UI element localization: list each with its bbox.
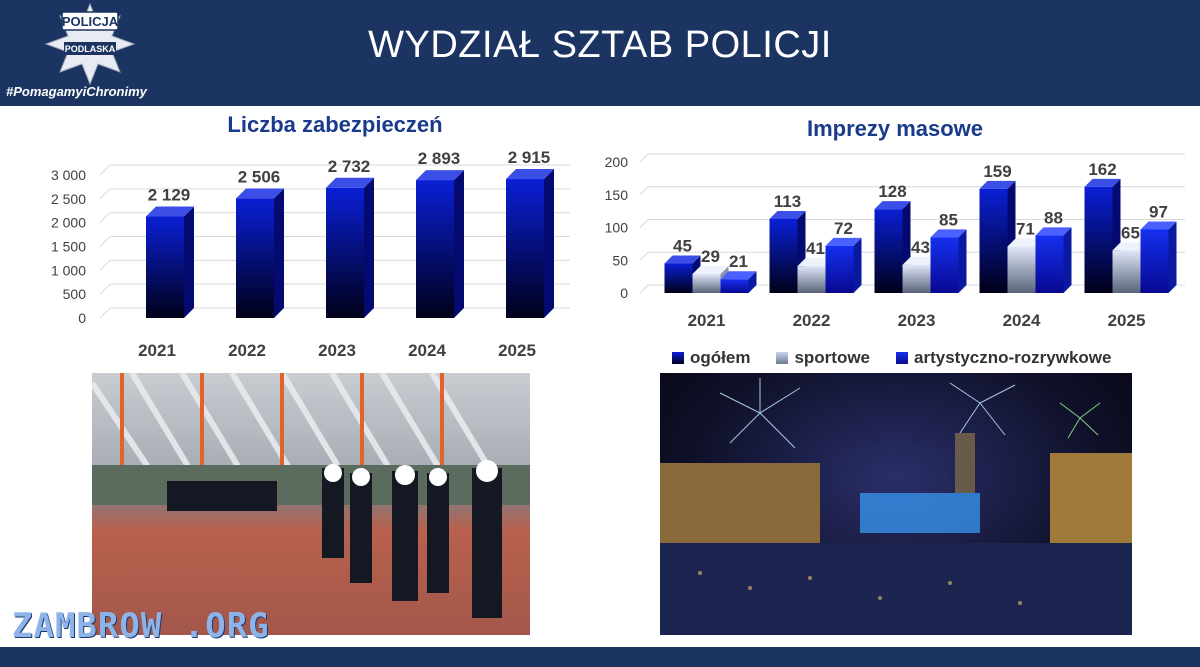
x-tick-label: 2024 (1003, 311, 1041, 330)
police-photo-illustration (92, 373, 530, 618)
data-label: 72 (834, 219, 853, 238)
y-tick-label: 200 (605, 154, 629, 170)
y-tick-label: 500 (63, 286, 87, 302)
bar-2024 (416, 170, 464, 318)
legend-swatch-artystyczno (896, 352, 909, 364)
x-tick-label: 2022 (793, 311, 831, 330)
bar-2021 (146, 206, 194, 318)
y-tick-label: 100 (605, 220, 629, 236)
bar-2022 (236, 188, 284, 318)
data-label: 41 (806, 239, 825, 258)
chart-mass-events: 0 50 100 150 200 45 29 21 2021 113 41 72 2022 128 43 85… (605, 153, 1185, 330)
x-tick-label: 2021 (138, 341, 176, 360)
x-tick-label: 2023 (898, 311, 936, 330)
logo-text-top: POLICJA (62, 14, 119, 29)
y-tick-label: 3 000 (51, 167, 86, 183)
data-label: 45 (673, 237, 692, 256)
fireworks-square-photo (660, 373, 1132, 635)
page-title: WYDZIAŁ SZTAB POLICJI (368, 24, 832, 66)
legend-swatch-sportowe (776, 352, 789, 364)
data-label: 97 (1149, 202, 1168, 221)
bar-2025 (506, 169, 554, 318)
x-tick-label: 2025 (498, 341, 536, 360)
x-tick-label: 2025 (1108, 311, 1146, 330)
data-label: 128 (878, 182, 906, 201)
chart-legend: ogółem sportowe artystyczno-rozrywkowe (672, 348, 1172, 368)
chart-title-security: Liczba zabezpieczeń (227, 112, 443, 137)
legend-item-sportowe: sportowe (776, 348, 870, 368)
y-tick-label: 0 (620, 285, 628, 301)
data-label: 2 893 (418, 149, 461, 168)
legend-label-artystyczno: artystyczno-rozrywkowe (914, 348, 1112, 367)
data-label: 113 (774, 192, 801, 211)
x-tick-label: 2023 (318, 341, 356, 360)
y-tick-label: 150 (605, 187, 629, 203)
fireworks-photo-illustration (660, 378, 1132, 635)
data-label: 162 (1088, 160, 1116, 179)
legend-swatch-ogolem (672, 352, 684, 364)
y-tick-label: 2 000 (51, 215, 86, 231)
data-label: 2 732 (328, 157, 371, 176)
bar-2022-artystyczno-rozrywkowe (825, 237, 862, 293)
logo-text-bottom: PODLASKA (65, 44, 116, 54)
data-label: 65 (1121, 223, 1140, 242)
data-label: 29 (701, 247, 720, 266)
legend-label-ogolem: ogółem (690, 348, 751, 367)
x-tick-label: 2022 (228, 341, 266, 360)
data-label: 88 (1044, 208, 1063, 227)
legend-item-ogolem: ogółem (672, 348, 750, 368)
header-bar: POLICJA PODLASKA #PomagamyiChronimy WYDZ… (0, 0, 1200, 106)
bar-2021-ogółem (664, 255, 701, 293)
x-tick-label: 2021 (688, 311, 726, 330)
bar-2021-artystyczno-rozrywkowe (720, 271, 757, 293)
data-label: 2 129 (148, 186, 191, 205)
police-officers-photo (92, 373, 530, 635)
x-tick-label: 2024 (408, 341, 446, 360)
y-tick-label: 1 000 (51, 262, 86, 278)
data-label: 2 506 (238, 168, 281, 187)
data-label: 71 (1016, 219, 1035, 238)
bar-2023-artystyczno-rozrywkowe (930, 229, 967, 293)
chart-title-mass-events: Imprezy masowe (806, 116, 984, 141)
data-label: 21 (729, 252, 748, 271)
watermark: ZAMBROW .ORG (12, 606, 270, 646)
hashtag: #PomagamyiChronimy (6, 84, 147, 99)
y-tick-label: 1 500 (51, 239, 86, 255)
bar-2025-artystyczno-rozrywkowe (1140, 221, 1177, 293)
legend-item-artystyczno: artystyczno-rozrywkowe (896, 348, 1111, 368)
legend-label-sportowe: sportowe (794, 348, 871, 367)
bar-2023 (326, 177, 374, 318)
bar-2024-artystyczno-rozrywkowe (1035, 227, 1072, 293)
chart-security-operations: 0 500 1 000 1 500 2 000 2 500 3 000 2 129 2021 2 … (51, 148, 570, 360)
footer-bar (0, 647, 1200, 667)
y-tick-label: 0 (78, 310, 86, 326)
data-label: 43 (911, 238, 930, 257)
data-label: 159 (983, 162, 1011, 181)
police-star-logo: POLICJA PODLASKA (44, 2, 136, 86)
y-tick-label: 2 500 (51, 191, 86, 207)
data-label: 85 (939, 210, 958, 229)
data-label: 2 915 (508, 148, 551, 167)
bar-2022-ogółem (769, 210, 806, 293)
y-tick-label: 50 (612, 252, 628, 268)
